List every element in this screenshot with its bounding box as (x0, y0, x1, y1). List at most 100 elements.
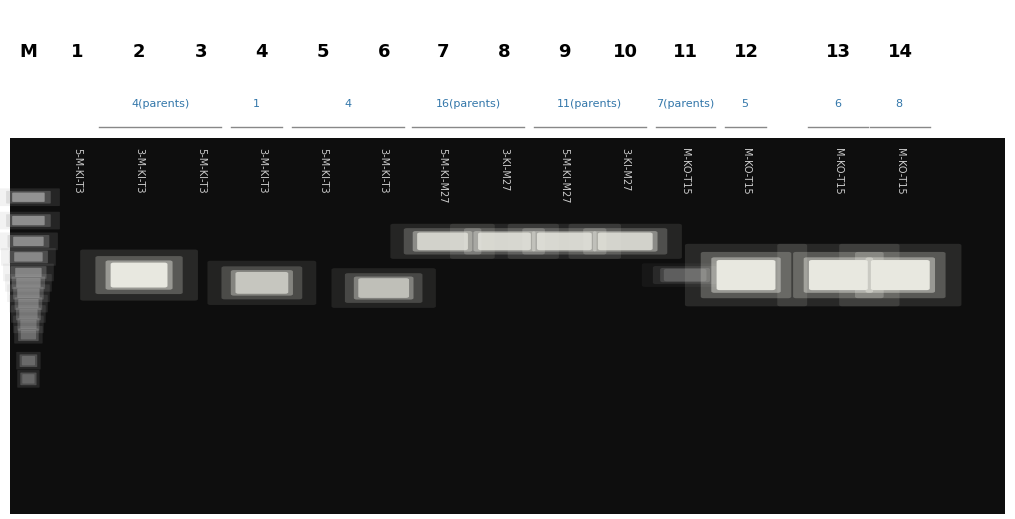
FancyBboxPatch shape (664, 269, 706, 281)
FancyBboxPatch shape (804, 257, 873, 293)
FancyBboxPatch shape (537, 233, 592, 250)
FancyBboxPatch shape (16, 278, 41, 288)
FancyBboxPatch shape (6, 191, 51, 203)
Text: 10: 10 (613, 43, 637, 61)
FancyBboxPatch shape (7, 235, 50, 248)
FancyBboxPatch shape (685, 244, 807, 306)
FancyBboxPatch shape (15, 268, 42, 277)
Text: 7: 7 (436, 43, 449, 61)
FancyBboxPatch shape (13, 316, 44, 333)
Text: 6: 6 (378, 43, 390, 61)
FancyBboxPatch shape (0, 212, 60, 229)
Text: 5-M-KI-T3: 5-M-KI-T3 (72, 148, 82, 194)
Text: 5-M-KI-T3: 5-M-KI-T3 (196, 148, 206, 194)
FancyBboxPatch shape (777, 244, 899, 306)
FancyBboxPatch shape (21, 356, 35, 365)
FancyBboxPatch shape (7, 284, 50, 302)
FancyBboxPatch shape (508, 224, 621, 259)
FancyBboxPatch shape (17, 318, 40, 331)
Text: 4: 4 (344, 99, 352, 109)
Bar (10, 138, 1005, 514)
Text: 8: 8 (498, 43, 511, 61)
FancyBboxPatch shape (221, 266, 302, 299)
Text: 5-M-KI-M27: 5-M-KI-M27 (559, 148, 569, 203)
FancyBboxPatch shape (0, 188, 60, 206)
FancyBboxPatch shape (17, 370, 40, 388)
FancyBboxPatch shape (230, 270, 293, 296)
FancyBboxPatch shape (18, 329, 39, 341)
Text: 5: 5 (317, 43, 329, 61)
FancyBboxPatch shape (14, 326, 43, 344)
Text: 8: 8 (895, 99, 903, 109)
Text: 5-M-KI-M27: 5-M-KI-M27 (437, 148, 448, 203)
FancyBboxPatch shape (13, 287, 44, 299)
FancyBboxPatch shape (345, 273, 422, 303)
FancyBboxPatch shape (14, 297, 43, 310)
FancyBboxPatch shape (660, 268, 710, 282)
FancyBboxPatch shape (332, 268, 435, 308)
FancyBboxPatch shape (95, 256, 183, 294)
FancyBboxPatch shape (14, 252, 43, 262)
FancyBboxPatch shape (13, 237, 44, 246)
FancyBboxPatch shape (450, 224, 559, 259)
FancyBboxPatch shape (20, 330, 37, 339)
FancyBboxPatch shape (17, 289, 40, 298)
FancyBboxPatch shape (9, 295, 48, 312)
Text: 11(parents): 11(parents) (557, 99, 622, 109)
Text: 12: 12 (734, 43, 758, 61)
FancyBboxPatch shape (653, 266, 718, 284)
Text: M-KO-T15: M-KO-T15 (741, 148, 751, 195)
FancyBboxPatch shape (358, 278, 409, 298)
Text: 13: 13 (826, 43, 851, 61)
FancyBboxPatch shape (584, 228, 667, 254)
FancyBboxPatch shape (12, 193, 45, 202)
FancyBboxPatch shape (10, 266, 47, 279)
FancyBboxPatch shape (464, 228, 545, 254)
FancyBboxPatch shape (839, 244, 961, 306)
Text: 5-M-KI-T3: 5-M-KI-T3 (318, 148, 328, 194)
FancyBboxPatch shape (391, 224, 494, 259)
Text: 7(parents): 7(parents) (656, 99, 715, 109)
FancyBboxPatch shape (413, 231, 472, 252)
FancyBboxPatch shape (712, 257, 781, 293)
FancyBboxPatch shape (106, 261, 173, 290)
FancyBboxPatch shape (11, 305, 46, 323)
FancyBboxPatch shape (12, 277, 45, 289)
FancyBboxPatch shape (417, 233, 468, 250)
Text: M-KO-T15: M-KO-T15 (833, 148, 843, 195)
FancyBboxPatch shape (18, 299, 39, 308)
FancyBboxPatch shape (3, 264, 54, 281)
FancyBboxPatch shape (478, 233, 531, 250)
FancyBboxPatch shape (235, 272, 288, 294)
FancyBboxPatch shape (111, 263, 167, 288)
FancyBboxPatch shape (866, 257, 935, 293)
Text: 3-KI-M27: 3-KI-M27 (620, 148, 630, 192)
FancyBboxPatch shape (568, 224, 682, 259)
FancyBboxPatch shape (404, 228, 481, 254)
Text: 5: 5 (742, 99, 748, 109)
FancyBboxPatch shape (532, 231, 597, 252)
FancyBboxPatch shape (12, 216, 45, 225)
FancyBboxPatch shape (354, 277, 413, 299)
FancyBboxPatch shape (717, 260, 775, 290)
Text: 11: 11 (673, 43, 697, 61)
Text: 9: 9 (558, 43, 570, 61)
FancyBboxPatch shape (871, 260, 930, 290)
FancyBboxPatch shape (9, 251, 48, 263)
FancyBboxPatch shape (20, 320, 37, 329)
FancyBboxPatch shape (20, 373, 37, 385)
FancyBboxPatch shape (855, 252, 946, 298)
Text: M: M (19, 43, 38, 61)
Text: 3: 3 (195, 43, 207, 61)
FancyBboxPatch shape (19, 354, 38, 367)
Text: 14: 14 (888, 43, 912, 61)
Text: 16(parents): 16(parents) (435, 99, 500, 109)
Text: 1: 1 (254, 99, 260, 109)
Text: 3-M-KI-T3: 3-M-KI-T3 (379, 148, 389, 194)
Text: 3-M-KI-T3: 3-M-KI-T3 (257, 148, 267, 194)
Text: 2: 2 (133, 43, 145, 61)
FancyBboxPatch shape (16, 352, 41, 370)
FancyBboxPatch shape (0, 233, 58, 250)
FancyBboxPatch shape (1, 248, 56, 266)
FancyBboxPatch shape (22, 374, 35, 384)
